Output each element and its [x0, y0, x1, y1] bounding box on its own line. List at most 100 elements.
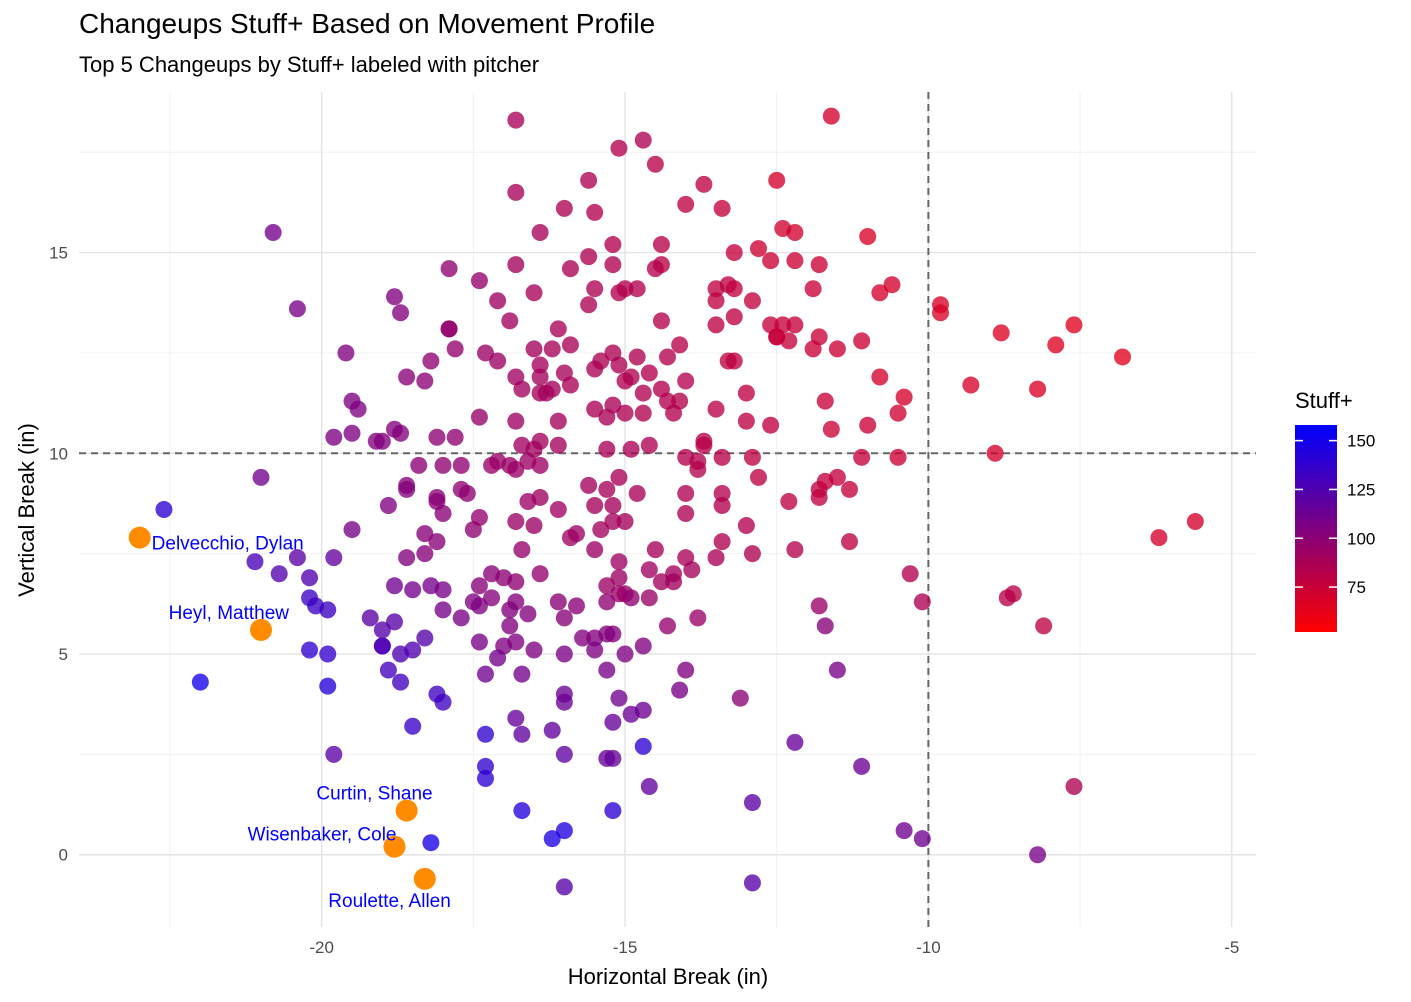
data-point	[604, 713, 622, 731]
data-point	[470, 633, 488, 651]
data-point	[398, 480, 416, 498]
data-point	[604, 513, 622, 531]
data-point	[604, 496, 622, 514]
data-point	[628, 484, 646, 502]
data-point	[440, 320, 458, 338]
data-point	[507, 709, 525, 727]
data-point	[513, 665, 531, 683]
data-point	[246, 553, 264, 571]
data-point	[610, 468, 628, 486]
data-point	[665, 404, 683, 422]
data-point	[543, 721, 561, 739]
data-point	[652, 256, 670, 274]
data-point	[646, 155, 664, 173]
pitcher-label: Heyl, Matthew	[169, 603, 290, 624]
data-point	[507, 111, 525, 129]
data-point	[555, 199, 573, 217]
data-point	[367, 432, 385, 450]
data-point	[713, 484, 731, 502]
data-point	[555, 822, 573, 840]
y-axis-title: Vertical Break (in)	[14, 423, 39, 597]
data-point	[683, 561, 701, 579]
data-point	[385, 613, 403, 631]
data-point	[640, 364, 658, 382]
data-point	[622, 440, 640, 458]
data-point	[677, 195, 695, 213]
data-point	[495, 569, 513, 587]
data-point	[604, 236, 622, 254]
data-point	[598, 749, 616, 767]
data-point	[616, 372, 634, 390]
data-point	[762, 416, 780, 434]
data-point	[440, 260, 458, 278]
data-point	[1029, 380, 1047, 398]
data-point	[586, 541, 604, 559]
data-point	[337, 344, 355, 362]
data-point	[191, 673, 209, 691]
data-point	[549, 501, 567, 518]
data-point	[913, 830, 931, 848]
legend-tick-label: 125	[1347, 480, 1375, 499]
data-point	[483, 456, 501, 474]
pitcher-label: Roulette, Allen	[328, 891, 451, 912]
data-point	[689, 460, 707, 478]
data-point	[598, 593, 616, 611]
data-point	[962, 376, 980, 394]
data-point	[555, 878, 573, 896]
data-point	[531, 368, 549, 386]
data-point	[652, 312, 670, 330]
data-point	[634, 404, 652, 422]
data-point	[689, 609, 707, 627]
data-point	[604, 625, 622, 643]
data-point	[634, 384, 652, 402]
data-point	[561, 260, 579, 278]
data-point	[452, 456, 470, 474]
data-point	[677, 484, 695, 502]
data-point	[731, 689, 749, 707]
data-point	[549, 412, 567, 430]
highlighted-points	[128, 526, 436, 890]
data-point	[555, 685, 573, 703]
data-point	[901, 565, 919, 583]
data-point	[810, 256, 828, 274]
data-point	[507, 183, 525, 201]
data-point	[762, 252, 780, 270]
data-point	[1114, 348, 1132, 366]
data-point	[531, 224, 549, 242]
data-point	[434, 456, 452, 474]
data-point	[750, 468, 768, 486]
data-point	[398, 368, 416, 386]
data-point	[592, 521, 610, 539]
data-point	[525, 517, 543, 535]
pitcher-label: Curtin, Shane	[316, 784, 432, 805]
data-point	[677, 372, 695, 390]
data-point	[610, 284, 628, 302]
data-point	[586, 203, 604, 221]
data-point	[483, 589, 501, 607]
data-point	[580, 248, 598, 266]
data-point	[343, 424, 361, 442]
data-point	[743, 545, 761, 563]
data-point	[604, 802, 622, 820]
data-point	[404, 581, 422, 599]
x-tick-label: -15	[613, 938, 638, 957]
data-point	[531, 565, 549, 583]
data-point	[586, 360, 604, 378]
chart-title: Changeups Stuff+ Based on Movement Profi…	[79, 8, 656, 39]
data-point	[895, 388, 913, 406]
data-point	[373, 637, 391, 655]
data-point	[853, 332, 871, 350]
data-point	[416, 372, 434, 390]
data-point	[659, 348, 676, 366]
data-point	[725, 280, 743, 298]
data-point	[804, 280, 822, 298]
data-point	[476, 665, 494, 683]
data-point	[561, 336, 579, 354]
data-point	[816, 392, 834, 410]
data-point	[652, 573, 670, 591]
data-point	[610, 569, 628, 587]
data-point	[640, 561, 658, 579]
data-point	[398, 549, 416, 567]
data-point	[543, 340, 561, 358]
